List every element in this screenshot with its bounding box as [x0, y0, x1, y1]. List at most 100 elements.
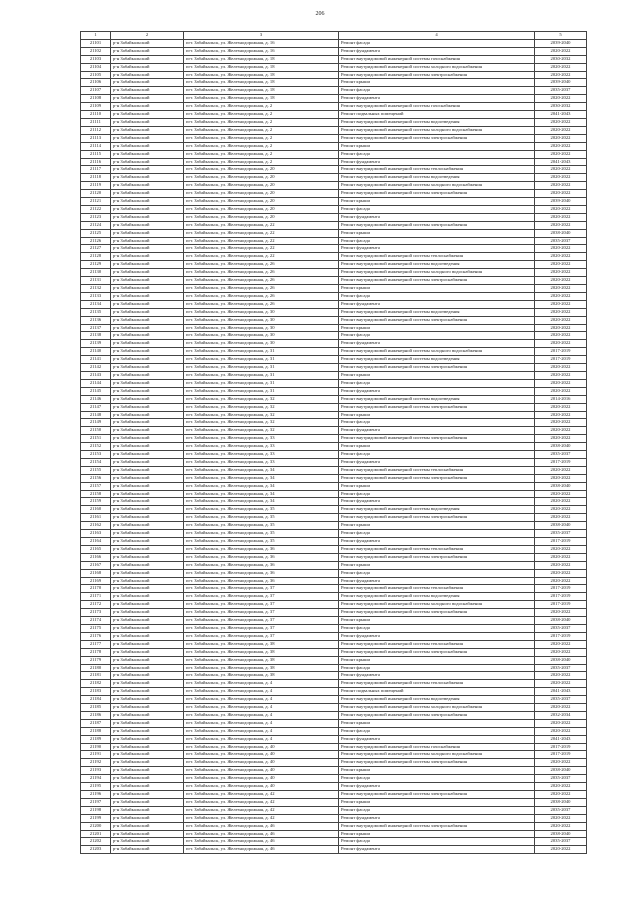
work-type-cell: Ремонт внутридомовой инженерной системы … [338, 750, 535, 760]
address-cell: пгт. Забайкальск, ул. Железнодорожная, д… [183, 434, 339, 444]
table-row: 21160 р-н Забайкальский пгт. Забайкальск, … [80, 505, 587, 515]
table-row: 21134 р-н Забайкальский пгт. Забайкальск, … [80, 299, 587, 309]
years-cell: 2041-2043 [534, 734, 587, 744]
address-cell: пгт. Забайкальск, ул. Железнодорожная, д… [183, 529, 339, 538]
row-number: 21164 [80, 537, 111, 546]
table-row: 21110 р-н Забайкальский пгт. Забайкальск, … [80, 110, 587, 119]
years-cell: 2020-2022 [534, 465, 587, 475]
row-number: 21125 [80, 228, 111, 238]
table-row: 21132 р-н Забайкальский пгт. Забайкальск, … [80, 284, 587, 293]
district-cell: р-н Забайкальский [110, 197, 184, 206]
district-cell: р-н Забайкальский [110, 260, 184, 270]
years-cell: 2020-2022 [534, 299, 587, 309]
row-number: 21120 [80, 189, 111, 199]
row-number: 21180 [80, 663, 111, 673]
years-cell: 2020-2022 [534, 70, 587, 80]
address-cell: пгт. Забайкальск, ул. Железнодорожная, д… [183, 197, 339, 206]
work-type-cell: Ремонт фасада [338, 489, 535, 499]
years-cell: 2020-2022 [534, 758, 587, 768]
district-cell: р-н Забайкальский [110, 726, 184, 736]
district-cell: р-н Забайкальский [110, 363, 184, 372]
address-cell: пгт. Забайкальск, ул. Железнодорожная, д… [183, 457, 339, 467]
address-cell: пгт. Забайкальск, ул. Железнодорожная, д… [183, 710, 339, 720]
district-cell: р-н Забайкальский [110, 141, 184, 151]
row-number: 21121 [80, 197, 111, 206]
district-cell: р-н Забайкальский [110, 774, 184, 784]
row-number: 21109 [80, 102, 111, 112]
column-header: 3 [183, 31, 339, 40]
district-cell: р-н Забайкальский [110, 821, 184, 831]
district-cell: р-н Забайкальский [110, 434, 184, 444]
work-type-cell: Ремонт внутридомовой инженерной системы … [338, 505, 535, 515]
row-number: 21193 [80, 766, 111, 776]
work-type-cell: Ремонт фасада [338, 149, 535, 159]
row-number: 21177 [80, 639, 111, 649]
district-cell: р-н Забайкальский [110, 394, 184, 404]
years-cell: 2020-2022 [534, 173, 587, 183]
work-type-cell: Ремонт внутридомовой инженерной системы … [338, 181, 535, 191]
work-type-cell: Ремонт внутридомовой инженерной системы … [338, 117, 535, 127]
district-cell: р-н Забайкальский [110, 323, 184, 333]
work-type-cell: Ремонт внутридомовой инженерной системы … [338, 276, 535, 285]
table-row: 21119 р-н Забайкальский пгт. Забайкальск, … [80, 181, 587, 191]
row-number: 21171 [80, 592, 111, 602]
district-cell: р-н Забайкальский [110, 687, 184, 697]
work-type-cell: Ремонт фундамента [338, 46, 535, 56]
address-cell: пгт. Забайкальск, ул. Железнодорожная, д… [183, 141, 339, 151]
address-cell: пгт. Забайкальск, ул. Железнодорожная, д… [183, 442, 339, 452]
district-cell: р-н Забайкальский [110, 236, 184, 246]
row-number: 21103 [80, 54, 111, 64]
years-cell: 2020-2022 [534, 560, 587, 570]
address-cell: пгт. Забайкальск, ул. Железнодорожная, д… [183, 291, 339, 301]
work-type-cell: Ремонт внутридомовой инженерной системы … [338, 125, 535, 135]
district-cell: р-н Забайкальский [110, 110, 184, 119]
address-cell: пгт. Забайкальск, ул. Железнодорожная, д… [183, 655, 339, 665]
work-type-cell: Ремонт внутридомовой инженерной системы … [338, 62, 535, 72]
work-type-cell: Ремонт крыши [338, 560, 535, 570]
work-type-cell: Ремонт фундамента [338, 94, 535, 104]
table-row: 21116 р-н Забайкальский пгт. Забайкальск, … [80, 157, 587, 167]
table-row: 21149 р-н Забайкальский пгт. Забайкальск, … [80, 418, 587, 428]
row-number: 21139 [80, 339, 111, 349]
row-number: 21152 [80, 442, 111, 452]
years-cell: 2020-2022 [534, 268, 587, 278]
district-cell: р-н Забайкальский [110, 560, 184, 570]
row-number: 21110 [80, 110, 111, 119]
district-cell: р-н Забайкальский [110, 647, 184, 657]
years-cell: 2017-2019 [534, 631, 587, 641]
row-number: 21130 [80, 268, 111, 278]
years-cell: 2035-2037 [534, 529, 587, 538]
work-type-cell: Ремонт внутридомовой инженерной системы … [338, 552, 535, 562]
row-number: 21187 [80, 718, 111, 728]
work-type-cell: Ремонт фасада [338, 38, 535, 48]
years-cell: 2020-2022 [534, 165, 587, 175]
table-row: 21148 р-н Забайкальский пгт. Забайкальск, … [80, 410, 587, 420]
row-number: 21128 [80, 252, 111, 262]
years-cell: 2020-2022 [534, 204, 587, 214]
address-cell: пгт. Забайкальск, ул. Железнодорожная, д… [183, 608, 339, 618]
district-cell: р-н Забайкальский [110, 355, 184, 365]
address-cell: пгт. Забайкальск, ул. Железнодорожная, д… [183, 212, 339, 222]
table-row: 21194 р-н Забайкальский пгт. Забайкальск, … [80, 774, 587, 784]
row-number: 21143 [80, 370, 111, 380]
district-cell: р-н Забайкальский [110, 54, 184, 64]
years-cell: 2041-2043 [534, 687, 587, 697]
years-cell: 2020-2022 [534, 671, 587, 681]
row-number: 21158 [80, 489, 111, 499]
district-cell: р-н Забайкальский [110, 750, 184, 760]
table-row: 21202 р-н Забайкальский пгт. Забайкальск, … [80, 837, 587, 847]
years-cell: 2039-2040 [534, 78, 587, 88]
work-type-cell: Ремонт фундамента [338, 386, 535, 396]
years-cell: 2020-2022 [534, 703, 587, 712]
years-cell: 2020-2022 [534, 149, 587, 159]
years-cell: 2020-2022 [534, 331, 587, 341]
years-cell: 2020-2022 [534, 339, 587, 349]
district-cell: р-н Забайкальский [110, 703, 184, 712]
row-number: 21106 [80, 78, 111, 88]
district-cell: р-н Забайкальский [110, 608, 184, 618]
work-type-cell: Ремонт подвальных помещений [338, 110, 535, 119]
address-cell: пгт. Забайкальск, ул. Железнодорожная, д… [183, 600, 339, 610]
table-row: 21102 р-н Забайкальский пгт. Забайкальск, … [80, 46, 587, 56]
years-cell: 2038-2040 [534, 481, 587, 491]
row-number: 21186 [80, 710, 111, 720]
